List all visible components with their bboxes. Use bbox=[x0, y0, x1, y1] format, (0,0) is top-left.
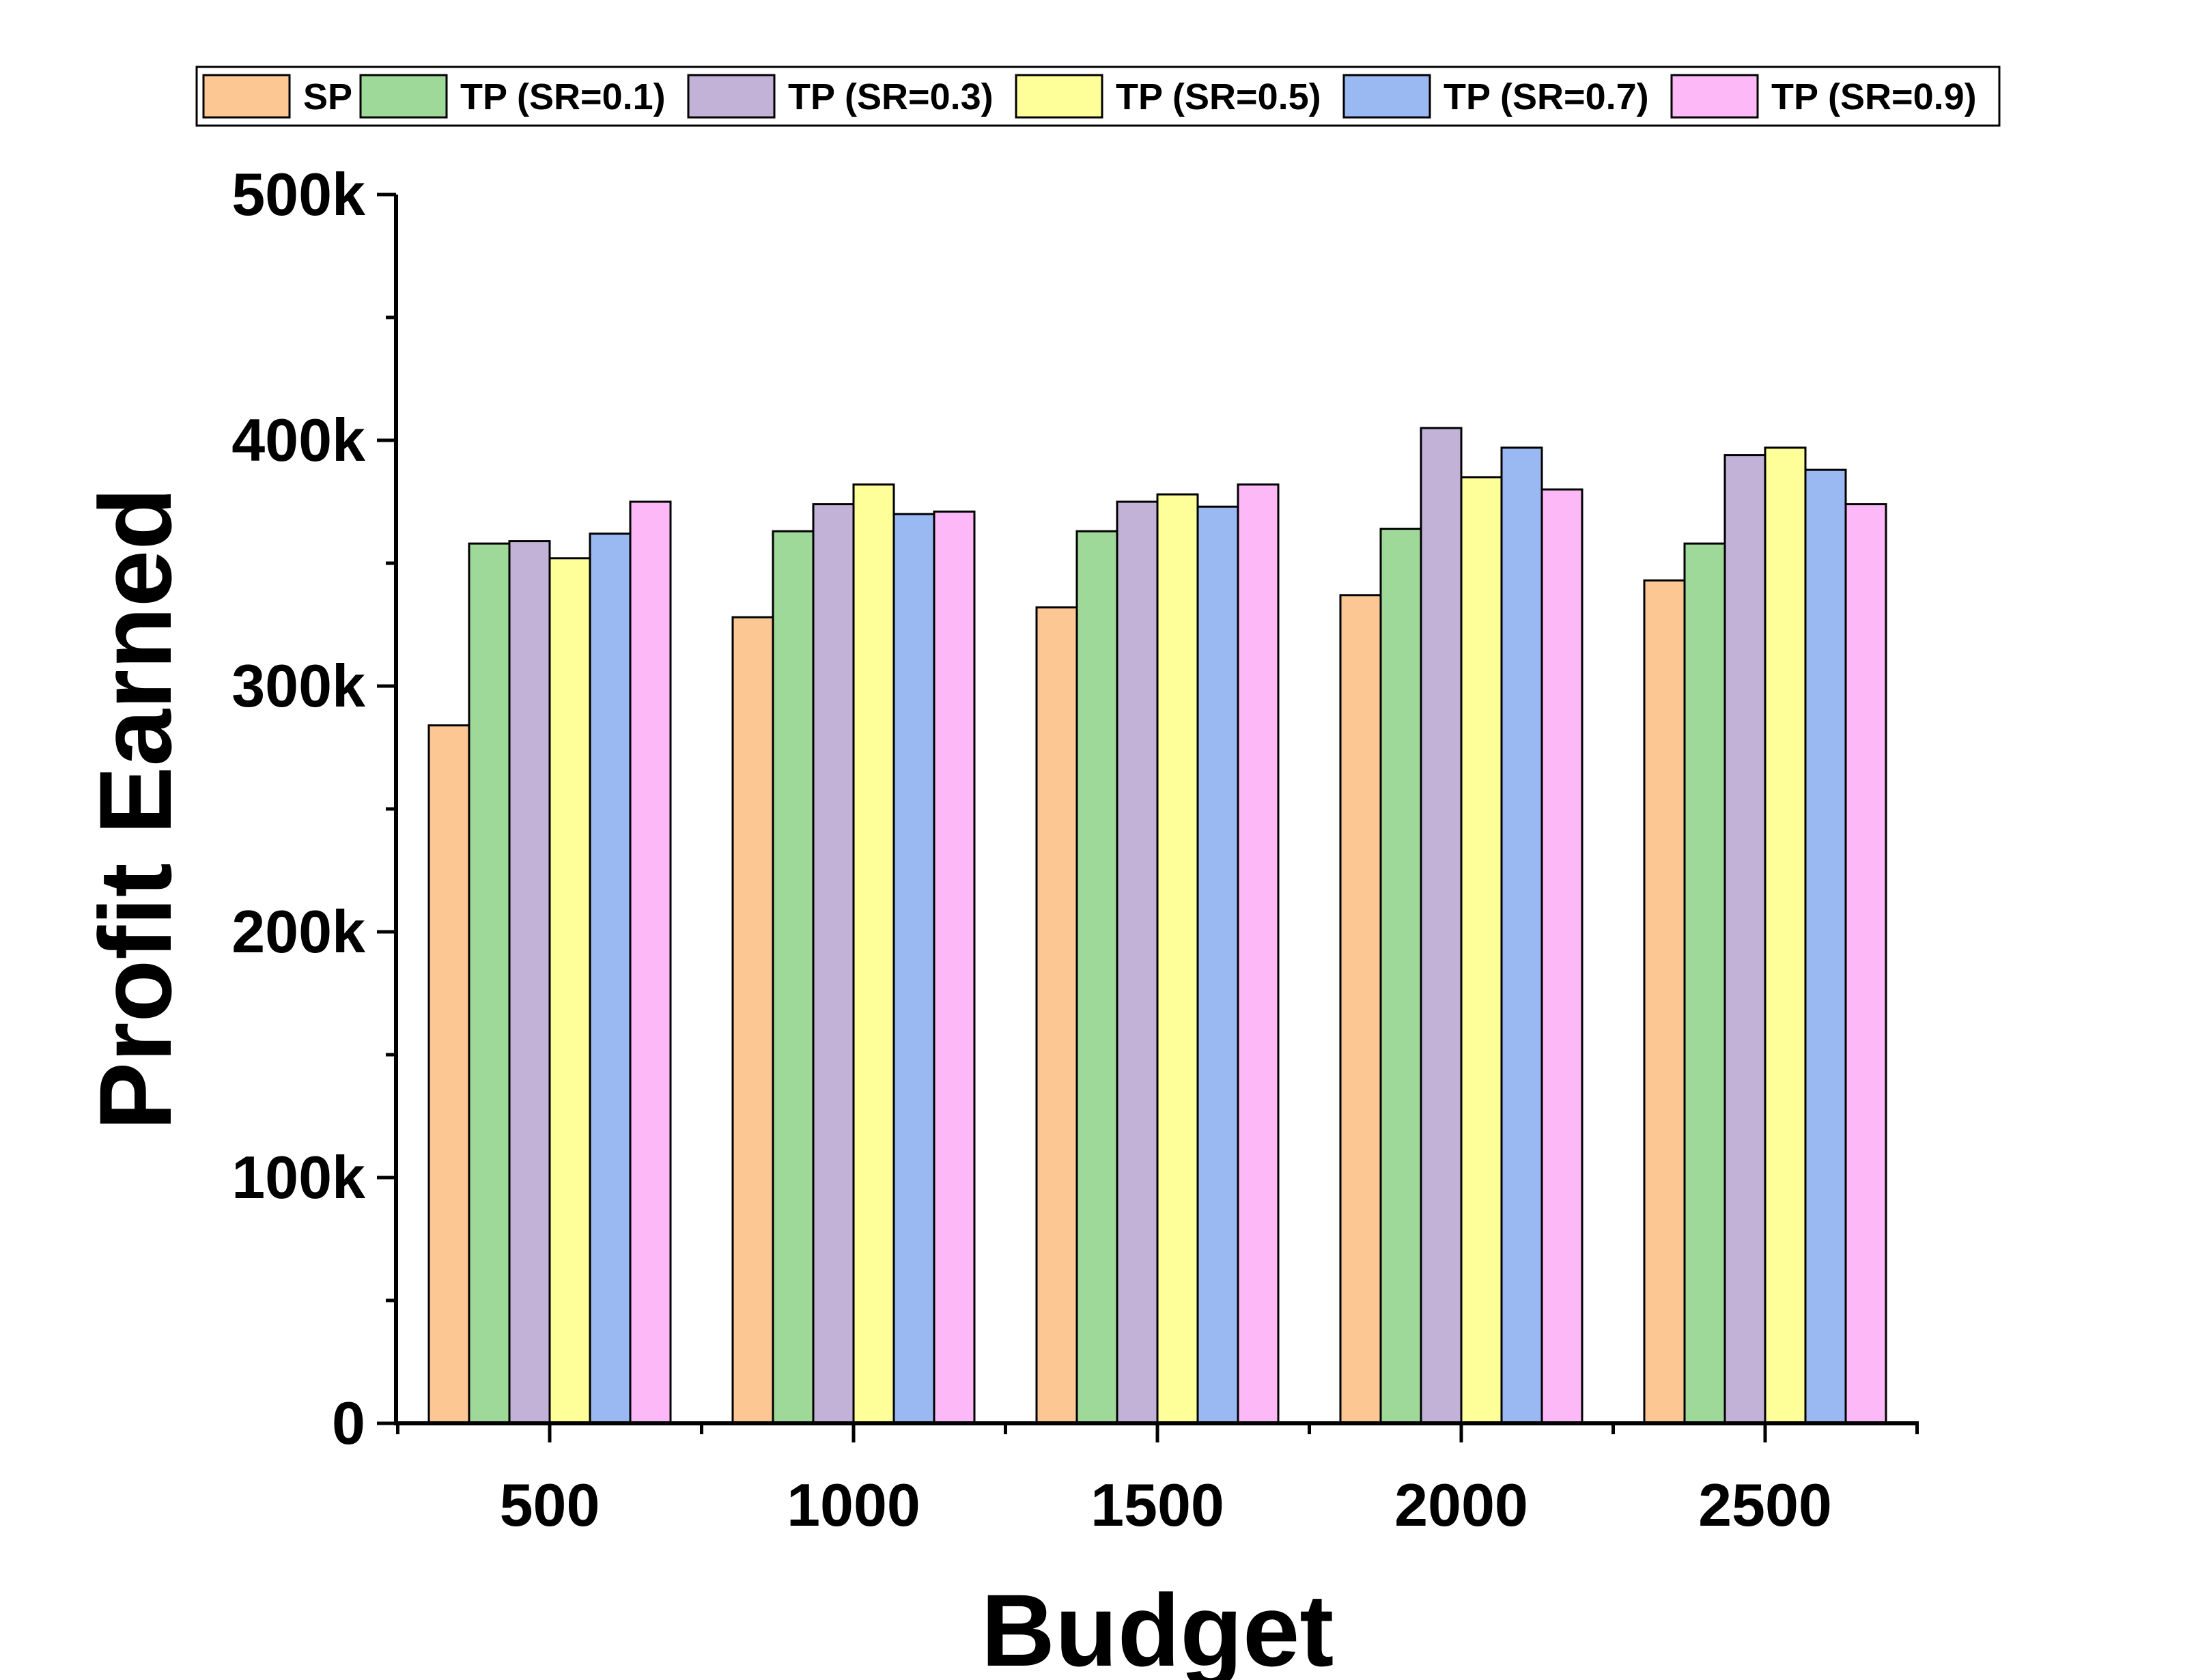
bar-tp-sr-0-7-1500 bbox=[1196, 505, 1239, 1425]
y-tick-label: 200k bbox=[231, 898, 366, 965]
legend-label: TP (SR=0.9) bbox=[1771, 76, 1977, 117]
bar-tp-sr-0-1-2500 bbox=[1683, 542, 1726, 1425]
y-tick-label: 0 bbox=[332, 1389, 365, 1457]
bar-tp-sr-0-5-2000 bbox=[1460, 476, 1503, 1425]
bar-sp-1000 bbox=[731, 616, 774, 1425]
legend-swatch bbox=[202, 74, 291, 119]
y-tick-label: 100k bbox=[231, 1143, 366, 1211]
bar-tp-sr-0-3-2500 bbox=[1723, 454, 1766, 1425]
bar-tp-sr-0-3-1500 bbox=[1116, 500, 1159, 1425]
legend-swatch bbox=[687, 74, 776, 119]
bar-tp-sr-0-9-1000 bbox=[933, 510, 976, 1425]
x-tick-label: 1000 bbox=[787, 1471, 920, 1539]
bar-tp-sr-0-9-1500 bbox=[1237, 483, 1280, 1425]
bar-tp-sr-0-5-1500 bbox=[1156, 493, 1199, 1425]
legend-label: TP (SR=0.1) bbox=[460, 76, 666, 117]
y-tick-label: 400k bbox=[231, 406, 366, 474]
x-tick-label: 2000 bbox=[1394, 1471, 1528, 1539]
bar-tp-sr-0-7-500 bbox=[589, 532, 632, 1425]
legend-label: SP bbox=[303, 76, 352, 117]
legend-swatch bbox=[1015, 74, 1103, 119]
bar-tp-sr-0-5-500 bbox=[548, 557, 591, 1425]
bar-tp-sr-0-5-1000 bbox=[852, 483, 895, 1425]
legend-swatch bbox=[1670, 74, 1759, 119]
legend-label: TP (SR=0.5) bbox=[1116, 76, 1321, 117]
y-tick-label: 300k bbox=[231, 652, 366, 720]
x-tick-label: 2500 bbox=[1698, 1471, 1832, 1539]
bar-sp-2500 bbox=[1643, 579, 1686, 1425]
y-axis-title: Profit Earned bbox=[78, 487, 193, 1130]
bar-tp-sr-0-3-2000 bbox=[1420, 427, 1463, 1425]
bar-sp-500 bbox=[427, 724, 470, 1425]
bar-tp-sr-0-9-2000 bbox=[1540, 488, 1583, 1425]
bar-tp-sr-0-1-2000 bbox=[1379, 528, 1422, 1425]
bar-tp-sr-0-7-2500 bbox=[1804, 468, 1847, 1425]
bar-sp-2000 bbox=[1339, 594, 1382, 1425]
bar-tp-sr-0-5-2500 bbox=[1764, 446, 1807, 1425]
legend-swatch bbox=[1342, 74, 1431, 119]
x-tick-label: 1500 bbox=[1090, 1471, 1224, 1539]
legend: SP TP (SR=0.1) TP (SR=0.3) TP (SR=0.5) TP (S… bbox=[195, 66, 2001, 127]
bar-tp-sr-0-3-1000 bbox=[812, 503, 855, 1425]
bar-tp-sr-0-1-1500 bbox=[1075, 530, 1118, 1425]
bar-tp-sr-0-3-500 bbox=[508, 540, 551, 1425]
y-tick-label: 500k bbox=[231, 160, 366, 228]
bar-tp-sr-0-1-500 bbox=[468, 542, 511, 1425]
bar-sp-1500 bbox=[1035, 606, 1078, 1425]
bar-tp-sr-0-7-1000 bbox=[892, 513, 935, 1425]
bar-tp-sr-0-1-1000 bbox=[772, 530, 815, 1425]
y-ticks: 0 100k 200k 300k 400k 500k bbox=[231, 160, 396, 1457]
legend-swatch bbox=[359, 74, 448, 119]
x-ticks: 500 1000 1500 2000 2500 bbox=[396, 1423, 1919, 1539]
bar-tp-sr-0-9-500 bbox=[629, 500, 672, 1425]
bars bbox=[427, 427, 1887, 1425]
bar-tp-sr-0-9-2500 bbox=[1844, 503, 1887, 1425]
legend-label: TP (SR=0.3) bbox=[788, 76, 994, 117]
x-tick-label: 500 bbox=[500, 1471, 600, 1539]
bar-tp-sr-0-7-2000 bbox=[1500, 446, 1543, 1425]
legend-label: TP (SR=0.7) bbox=[1444, 76, 1649, 117]
x-axis-title: Budget bbox=[981, 1573, 1334, 1680]
